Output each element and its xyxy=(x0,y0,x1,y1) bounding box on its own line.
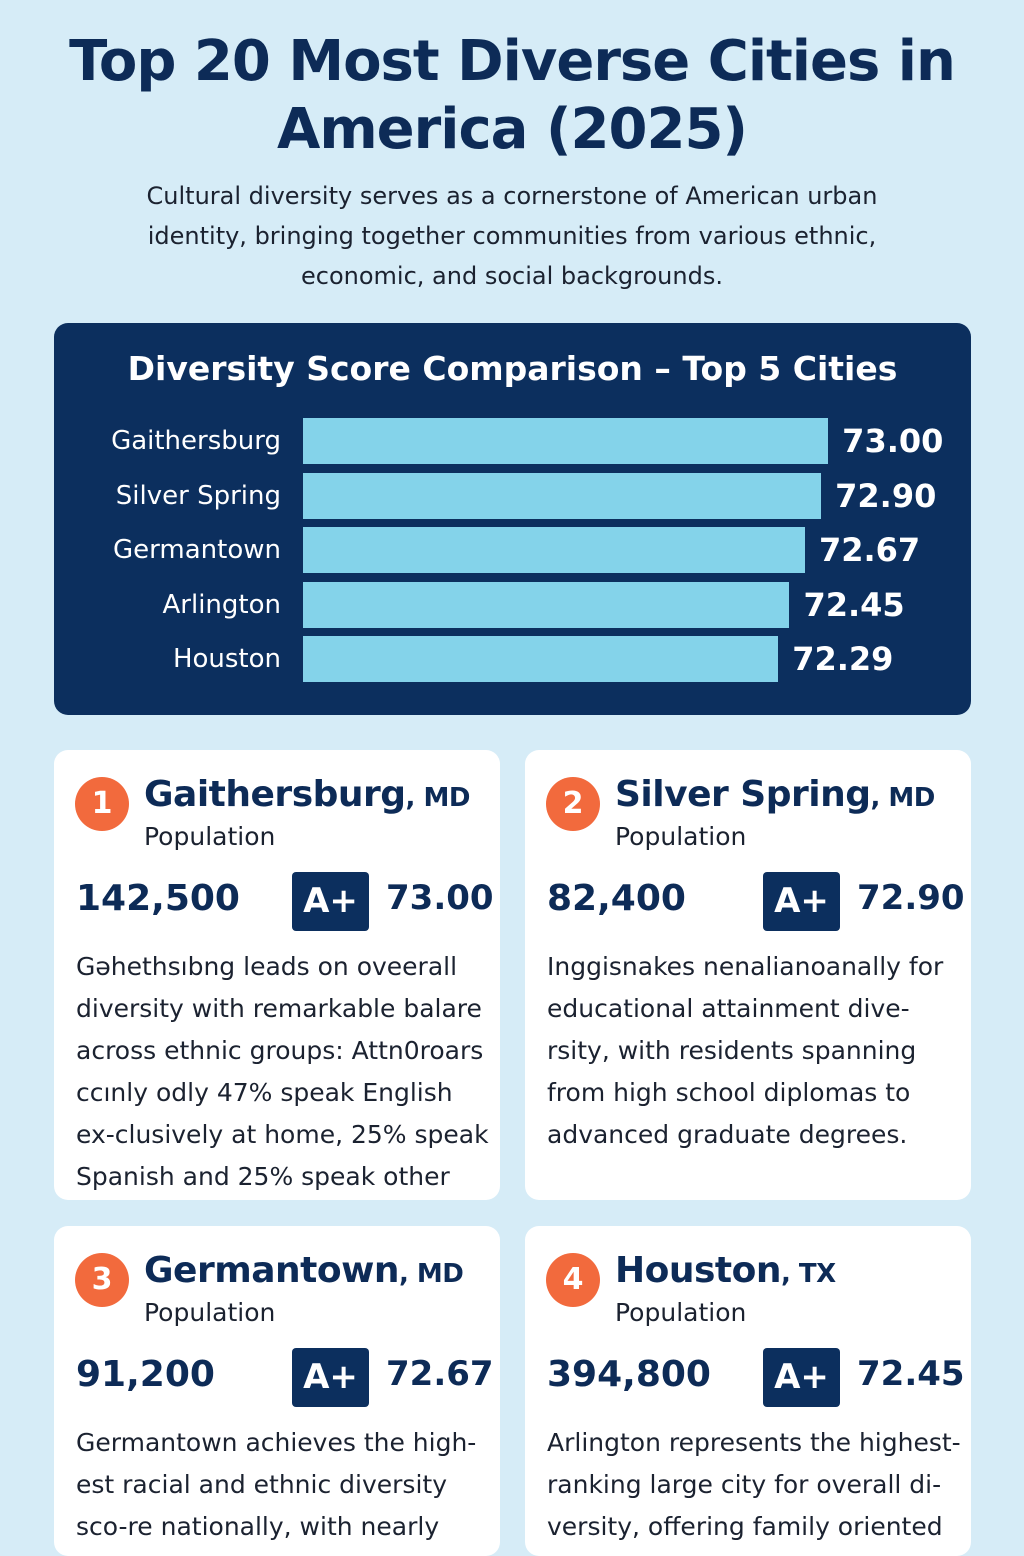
city-card: 4 Houston, TX Population 394,800 A+ 72.4… xyxy=(525,1226,971,1556)
state: , MD xyxy=(405,783,471,813)
city-description: Inggisnakes nenalianoanally for educatio… xyxy=(547,952,944,1149)
bar-value: 72.29 xyxy=(792,640,894,678)
population-label: Population xyxy=(615,822,747,851)
state: , MD xyxy=(398,1259,464,1289)
grade-badge: A+ xyxy=(292,1348,369,1407)
city-card: 1 Gaithersburg, MD Population 142,500 A+… xyxy=(54,750,500,1200)
bar xyxy=(303,472,822,519)
city-card: 2 Silver Spring, MD Population 82,400 A+… xyxy=(525,750,971,1200)
bar-row: Gaithersburg 73.00 xyxy=(54,418,971,465)
diversity-score: 73.00 xyxy=(386,878,494,918)
rank-badge: 4 xyxy=(546,1253,600,1307)
bar-label: Silver Spring xyxy=(115,480,281,511)
bar-label: Gaithersburg xyxy=(111,426,281,456)
page-title: Top 20 Most Diverse Cities in America (2… xyxy=(69,29,956,162)
state: , MD xyxy=(870,783,935,813)
city-name: Germantown, MD xyxy=(144,1250,464,1291)
population-label: Population xyxy=(144,822,276,851)
rank-badge: 3 xyxy=(75,1253,129,1307)
city-card: 3 Germantown, MD Population 91,200 A+ 72… xyxy=(54,1226,500,1556)
grade-badge: A+ xyxy=(763,1348,840,1407)
city: Houston xyxy=(615,1250,782,1291)
bar-row: Arlington 72.45 xyxy=(54,581,971,629)
population-value: 394,800 xyxy=(547,1354,711,1395)
page-subtitle: Cultural diversity serves as a cornersto… xyxy=(146,182,878,290)
chart-title: Diversity Score Comparison – Top 5 Citie… xyxy=(127,349,898,388)
population-value: 142,500 xyxy=(76,878,240,919)
city-description: Germantown achieves the high-est racial … xyxy=(76,1428,477,1556)
city: Silver Spring xyxy=(615,774,871,815)
bar-label: Arlington xyxy=(162,589,282,620)
bar-row: Silver Spring 72.90 xyxy=(54,472,971,520)
bar xyxy=(303,636,779,682)
bar-label: Germantown xyxy=(113,535,281,565)
bar xyxy=(303,581,790,628)
diversity-score: 72.45 xyxy=(857,1354,965,1394)
bar-label: Houston xyxy=(172,644,281,674)
population-label: Population xyxy=(615,1298,747,1327)
city: Germantown xyxy=(144,1250,399,1291)
city-name: Houston, TX xyxy=(615,1250,836,1291)
city: Gaithersburg xyxy=(144,774,406,815)
population-value: 91,200 xyxy=(76,1354,215,1395)
population-value: 82,400 xyxy=(547,878,686,919)
bar xyxy=(303,418,829,464)
bar xyxy=(303,527,805,573)
city-name: Silver Spring, MD xyxy=(615,774,935,815)
bar-row: Germantown 72.67 xyxy=(54,527,971,574)
rank-badge: 2 xyxy=(546,777,600,831)
chart-panel: Diversity Score Comparison – Top 5 Citie… xyxy=(54,323,971,715)
population-label: Population xyxy=(144,1298,276,1327)
bar-value: 73.00 xyxy=(842,422,944,460)
grade-badge: A+ xyxy=(763,872,840,931)
bar-value: 72.90 xyxy=(835,476,937,515)
grade-badge: A+ xyxy=(292,872,369,931)
city-name: Gaithersburg, MD xyxy=(144,774,470,815)
bar-row: Houston 72.29 xyxy=(54,636,971,683)
city-description: Gəhethsıbng leads on oveerall diversity … xyxy=(76,952,489,1191)
diversity-score: 72.67 xyxy=(386,1354,494,1394)
bar-value: 72.67 xyxy=(818,531,921,569)
city-description: Arlington represents the highest-ranking… xyxy=(547,1428,961,1541)
bar-value: 72.45 xyxy=(803,585,905,624)
state: , TX xyxy=(781,1259,836,1289)
rank-badge: 1 xyxy=(75,777,129,831)
diversity-score: 72.90 xyxy=(857,878,965,918)
